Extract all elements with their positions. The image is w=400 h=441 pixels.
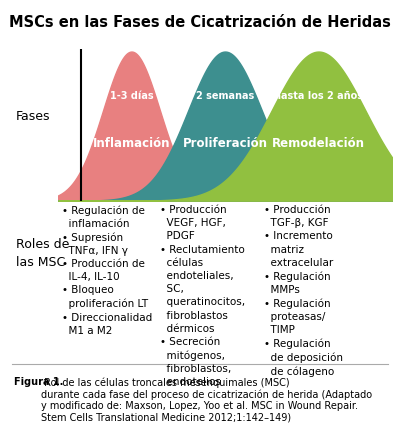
Text: MSCs en las Fases de Cicatrización de Heridas: MSCs en las Fases de Cicatrización de He…: [9, 15, 391, 30]
Text: 1-3 días: 1-3 días: [110, 91, 153, 101]
Text: • Regulación de
  inflamación
• Supresión
  TNFα, IFN γ
• Producción de
  IL-4, : • Regulación de inflamación • Supresión …: [62, 205, 152, 336]
Text: hasta los 2 años: hasta los 2 años: [274, 91, 363, 101]
Text: Remodelación: Remodelación: [272, 138, 365, 150]
Text: Fases: Fases: [16, 110, 50, 123]
Text: Inflamación: Inflamación: [93, 138, 170, 150]
Text: Roles de: Roles de: [16, 238, 69, 251]
Text: Rol de las células troncales mesenquimales (MSC)
durante cada fase del proceso d: Rol de las células troncales mesenquimal…: [41, 377, 372, 423]
Text: Figura 1.: Figura 1.: [14, 377, 63, 387]
Text: 2 semanas: 2 semanas: [196, 91, 254, 101]
Text: las MSC: las MSC: [16, 256, 65, 269]
Text: • Producción
  TGF-β, KGF
• Incremento
  matriz
  extracelular
• Regulación
  MM: • Producción TGF-β, KGF • Incremento mat…: [264, 205, 343, 377]
Text: • Producción
  VEGF, HGF,
  PDGF
• Reclutamiento
  células
  endoteliales,
  SC,: • Producción VEGF, HGF, PDGF • Reclutami…: [160, 205, 245, 387]
Text: Proliferación: Proliferación: [182, 138, 268, 150]
